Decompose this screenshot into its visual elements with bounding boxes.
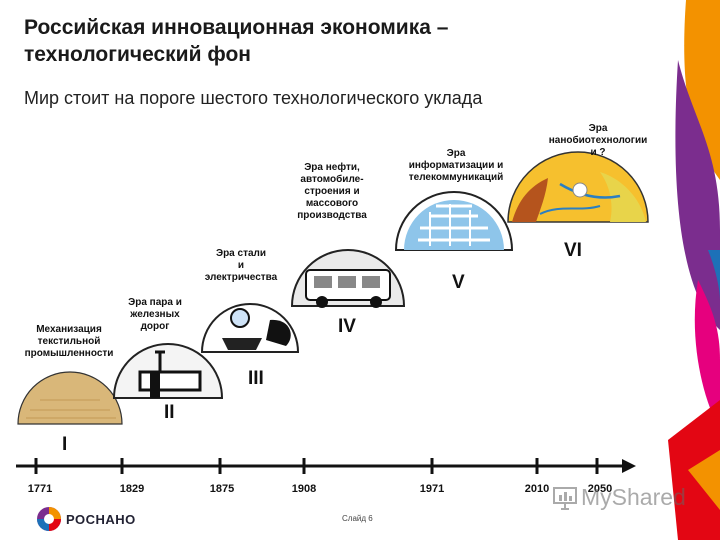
slide-subtitle: Мир стоит на пороге шестого технологичес… [24, 88, 483, 108]
era-label-5: Эра информатизации и телекоммуникаций [408, 148, 504, 183]
year-label-1829: 1829 [119, 483, 145, 495]
presentation-icon [553, 486, 577, 510]
nanobiotech-dome [507, 151, 649, 223]
rosnano-logo: РОСНАНО [36, 506, 136, 532]
slide-number: Слайд 6 [342, 514, 373, 523]
era-label-2: Эра пара и железных дорог [128, 297, 182, 332]
title-line-1: Российская инновационная экономика – [24, 16, 449, 39]
era-numeral-2: II [164, 402, 175, 423]
railway-dome [112, 343, 224, 399]
year-label-1771: 1771 [27, 483, 53, 495]
timeline-axis [16, 458, 636, 474]
year-label-2050: 2050 [587, 483, 613, 495]
era-numeral-3: III [248, 368, 264, 389]
year-label-1971: 1971 [419, 483, 445, 495]
information-dome [394, 191, 514, 251]
steel-electricity-dome [200, 303, 300, 353]
watermark-text: MyShared [581, 484, 686, 510]
slide-title: Российская инновационная экономика – тех… [24, 14, 624, 68]
era-numeral-4: IV [338, 316, 356, 337]
era-label-6: Эра нанобиотехнологии и ? [548, 123, 648, 158]
year-label-1875: 1875 [209, 483, 235, 495]
era-numeral-6: VI [564, 240, 582, 261]
year-label-2010: 2010 [524, 483, 550, 495]
title-line-2: технологический фон [24, 43, 251, 66]
rosnano-logo-icon [37, 507, 61, 531]
textile-dome [17, 371, 123, 425]
decorative-color-band [668, 0, 720, 540]
era-label-3: Эра стали и электричества [204, 248, 278, 283]
era-numeral-5: V [452, 272, 465, 293]
year-label-1908: 1908 [291, 483, 317, 495]
era-numeral-1: I [62, 434, 68, 455]
myshared-watermark: MyShared [552, 484, 686, 511]
automobile-dome [290, 249, 406, 308]
rosnano-logo-text: РОСНАНО [66, 511, 136, 527]
era-label-1: Механизация текстильной промышленности [24, 324, 114, 359]
era-label-4: Эра нефти, автомобиле- строения и массов… [297, 162, 367, 221]
